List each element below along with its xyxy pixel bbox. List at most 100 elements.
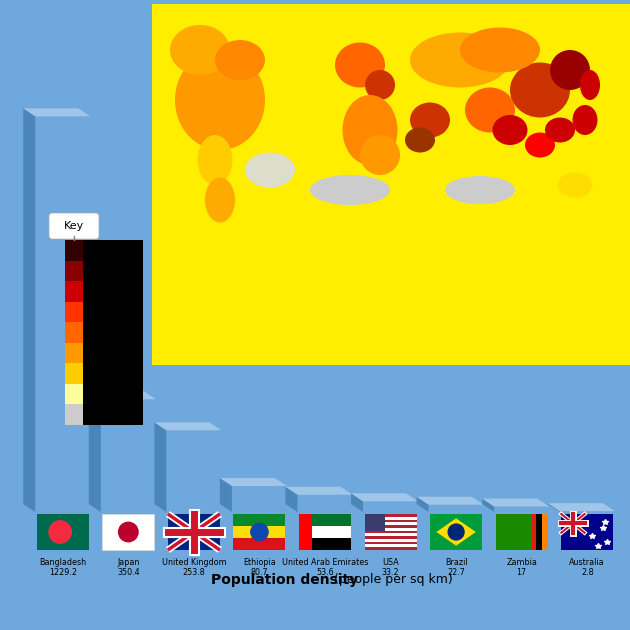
Ellipse shape bbox=[558, 173, 592, 197]
Bar bbox=[365, 517, 416, 520]
Ellipse shape bbox=[360, 135, 400, 175]
Polygon shape bbox=[416, 496, 484, 505]
Ellipse shape bbox=[215, 40, 265, 80]
Text: Australia: Australia bbox=[570, 558, 605, 567]
Bar bbox=[312, 514, 351, 526]
Ellipse shape bbox=[445, 176, 515, 204]
Ellipse shape bbox=[525, 132, 555, 158]
Bar bbox=[542, 514, 547, 550]
Ellipse shape bbox=[580, 70, 600, 100]
Ellipse shape bbox=[245, 152, 295, 188]
Bar bbox=[536, 514, 542, 550]
Bar bbox=[232, 486, 287, 512]
Polygon shape bbox=[220, 478, 232, 512]
Ellipse shape bbox=[335, 42, 385, 88]
Circle shape bbox=[118, 522, 138, 542]
Bar bbox=[65, 404, 83, 425]
Polygon shape bbox=[351, 493, 418, 501]
Text: 17: 17 bbox=[517, 568, 527, 577]
Text: 2.8: 2.8 bbox=[581, 568, 593, 577]
Text: 1229.2: 1229.2 bbox=[49, 568, 77, 577]
Bar bbox=[234, 526, 285, 538]
Polygon shape bbox=[154, 422, 166, 512]
Bar bbox=[65, 343, 83, 364]
Bar bbox=[561, 514, 613, 550]
Text: 80.7: 80.7 bbox=[251, 568, 268, 577]
Bar bbox=[365, 522, 416, 525]
Polygon shape bbox=[547, 503, 615, 511]
Ellipse shape bbox=[197, 135, 232, 185]
Bar bbox=[65, 302, 83, 322]
Bar bbox=[234, 514, 285, 526]
Text: Key: Key bbox=[64, 221, 84, 231]
FancyBboxPatch shape bbox=[49, 213, 99, 239]
Bar bbox=[37, 514, 89, 550]
Ellipse shape bbox=[460, 28, 540, 72]
Bar bbox=[363, 501, 418, 512]
Bar bbox=[152, 4, 630, 365]
Polygon shape bbox=[437, 518, 476, 546]
Ellipse shape bbox=[558, 183, 602, 217]
Bar bbox=[365, 514, 386, 530]
Ellipse shape bbox=[573, 105, 597, 135]
Bar bbox=[496, 514, 547, 550]
Circle shape bbox=[49, 521, 71, 543]
Polygon shape bbox=[89, 391, 156, 399]
Bar bbox=[65, 240, 83, 261]
Bar bbox=[35, 117, 90, 512]
Bar bbox=[65, 322, 83, 343]
Polygon shape bbox=[23, 108, 35, 512]
Ellipse shape bbox=[175, 50, 265, 150]
Bar bbox=[365, 528, 416, 530]
Polygon shape bbox=[547, 503, 559, 512]
Text: United Kingdom: United Kingdom bbox=[161, 558, 226, 567]
Text: Population density: Population density bbox=[212, 573, 358, 587]
Bar bbox=[559, 511, 615, 512]
Text: Bangladesh: Bangladesh bbox=[39, 558, 86, 567]
Ellipse shape bbox=[170, 25, 230, 75]
Bar bbox=[312, 538, 351, 550]
Ellipse shape bbox=[205, 178, 235, 222]
Text: Japan: Japan bbox=[117, 558, 139, 567]
Ellipse shape bbox=[545, 118, 575, 142]
Text: 33.2: 33.2 bbox=[382, 568, 399, 577]
Bar bbox=[83, 240, 143, 425]
Bar bbox=[365, 514, 416, 550]
Text: 350.4: 350.4 bbox=[117, 568, 140, 577]
Polygon shape bbox=[23, 108, 90, 117]
Ellipse shape bbox=[310, 175, 390, 205]
Text: Ethiopia: Ethiopia bbox=[243, 558, 276, 567]
Text: Zambia: Zambia bbox=[507, 558, 537, 567]
Polygon shape bbox=[482, 498, 494, 512]
Polygon shape bbox=[416, 496, 428, 512]
Bar bbox=[365, 539, 416, 542]
Ellipse shape bbox=[410, 33, 510, 88]
Ellipse shape bbox=[410, 103, 450, 137]
Bar bbox=[365, 544, 416, 547]
Bar bbox=[365, 534, 416, 536]
Polygon shape bbox=[154, 422, 221, 430]
Bar bbox=[494, 507, 549, 512]
Polygon shape bbox=[220, 478, 287, 486]
Bar bbox=[166, 430, 221, 512]
Ellipse shape bbox=[405, 127, 435, 152]
Bar bbox=[430, 514, 482, 550]
Circle shape bbox=[448, 524, 464, 540]
Text: United Arab Emirates: United Arab Emirates bbox=[282, 558, 368, 567]
Bar bbox=[299, 514, 312, 550]
Ellipse shape bbox=[493, 115, 527, 145]
Text: USA: USA bbox=[382, 558, 399, 567]
Bar bbox=[65, 364, 83, 384]
Bar bbox=[530, 514, 536, 550]
Bar bbox=[234, 538, 285, 550]
Polygon shape bbox=[89, 391, 101, 512]
Polygon shape bbox=[351, 493, 363, 512]
Ellipse shape bbox=[365, 70, 395, 100]
Polygon shape bbox=[285, 487, 297, 512]
Polygon shape bbox=[285, 487, 353, 495]
Bar bbox=[65, 261, 83, 281]
Ellipse shape bbox=[510, 62, 570, 118]
Text: 22.7: 22.7 bbox=[447, 568, 465, 577]
Bar bbox=[297, 495, 353, 512]
Bar bbox=[168, 514, 220, 550]
